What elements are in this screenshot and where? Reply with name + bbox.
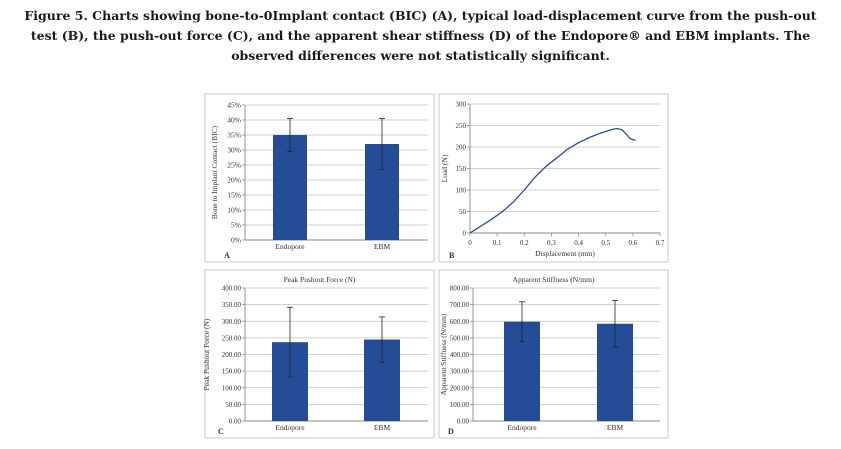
chart-title: Apparent Stiffness (N/mm)	[513, 275, 595, 284]
panel-d: 0.00 100.00 200.00 300.00 400.00 500.00 600.00…	[438, 269, 669, 439]
x-axis-title: Displacement (mm)	[535, 249, 595, 258]
y-tick-label: 300	[456, 101, 467, 109]
x-tick-label: 0.6	[628, 239, 637, 247]
panel-c: 0.00 50.00 100.00 150.00 200.00 250.00 300.00 3…	[202, 269, 435, 439]
y-tick-label: 500.00	[450, 334, 470, 342]
series-line-load	[469, 127, 636, 234]
y-tick-label: 5%	[231, 221, 241, 230]
y-tick-label: 25%	[227, 161, 241, 170]
y-tick-label: 40%	[227, 116, 241, 125]
y-tick-label: 600.00	[450, 318, 470, 326]
y-tick-label: 150	[456, 165, 467, 173]
x-tick-label: Endopore	[275, 423, 305, 432]
x-tick-label: 0	[468, 239, 472, 247]
y-tick-label: 0%	[231, 236, 241, 245]
bar-endopore	[273, 135, 307, 240]
y-tick-label: 100.00	[222, 384, 242, 392]
y-tick-label: 200.00	[222, 351, 242, 359]
x-tick-label: 0.4	[574, 239, 583, 247]
y-tick-label: 15%	[227, 191, 241, 200]
y-tick-label: 250	[456, 122, 467, 130]
y-tick-label: 700.00	[450, 301, 470, 309]
x-tick-label: Endopore	[507, 423, 537, 432]
y-axis-title: Peak Pushout Force (N)	[202, 318, 211, 390]
x-tick-label: 0.1	[493, 239, 502, 247]
y-tick-label: 50	[459, 208, 467, 216]
y-tick-label: 35%	[227, 131, 241, 140]
y-tick-label: 100	[456, 187, 467, 195]
y-tick-label: 0.00	[457, 418, 470, 426]
y-tick-label: 200	[456, 144, 467, 152]
y-tick-label: 20%	[227, 176, 241, 185]
y-tick-label: 250.00	[222, 334, 242, 342]
x-tick-label: EBM	[374, 423, 391, 432]
y-tick-label: 400.00	[450, 351, 470, 359]
panel-letter: B	[449, 251, 455, 260]
y-tick-label: 150.00	[222, 368, 242, 376]
y-tick-label: 400.00	[222, 285, 242, 293]
y-axis-title: Bone to Implant Contact (BIC)	[210, 125, 219, 219]
panel-frame-b	[438, 93, 669, 263]
x-tick-label: EBM	[607, 423, 624, 432]
figure-caption: Figure 5. Charts showing bone-to-0Implan…	[24, 8, 817, 63]
y-tick-label: 45%	[227, 101, 241, 110]
x-tick-label: 0.7	[656, 239, 665, 247]
y-tick-label: 300.00	[450, 368, 470, 376]
y-ticks: 0 50 100 150 200 250 300	[456, 101, 660, 238]
y-tick-label: 50.00	[225, 401, 241, 409]
x-ticks: 0 0.1 0.2 0.3 0.4 0.5 0.6 0.7	[468, 233, 665, 247]
x-tick-label: EBM	[374, 242, 391, 251]
y-tick-label: 350.00	[222, 301, 242, 309]
y-axis-title: Load (N)	[440, 154, 449, 182]
y-tick-label: 0	[463, 230, 467, 238]
y-tick-label: 800.00	[450, 285, 470, 293]
y-tick-label: 30%	[227, 146, 241, 155]
chart-title: Peak Pushout Force (N)	[284, 275, 356, 284]
x-tick-label: 0.3	[547, 239, 556, 247]
panel-letter: A	[224, 251, 230, 260]
y-tick-label: 300.00	[222, 318, 242, 326]
y-axis-title: Apparent Stiffness (N/mm)	[439, 313, 448, 395]
y-tick-label: 10%	[227, 206, 241, 215]
y-tick-label: 0.00	[229, 418, 242, 426]
panel-letter: C	[218, 427, 224, 436]
x-tick-label: Endopore	[275, 242, 305, 251]
x-tick-label: 0.2	[520, 239, 529, 247]
y-tick-label: 200.00	[450, 384, 470, 392]
panel-letter: D	[448, 427, 454, 436]
y-tick-label: 100.00	[450, 401, 470, 409]
x-tick-label: 0.5	[601, 239, 610, 247]
panel-a: 0% 5% 10% 15% 20% 25% 30% 35% 40% 45% Bone to Impl…	[204, 93, 435, 263]
